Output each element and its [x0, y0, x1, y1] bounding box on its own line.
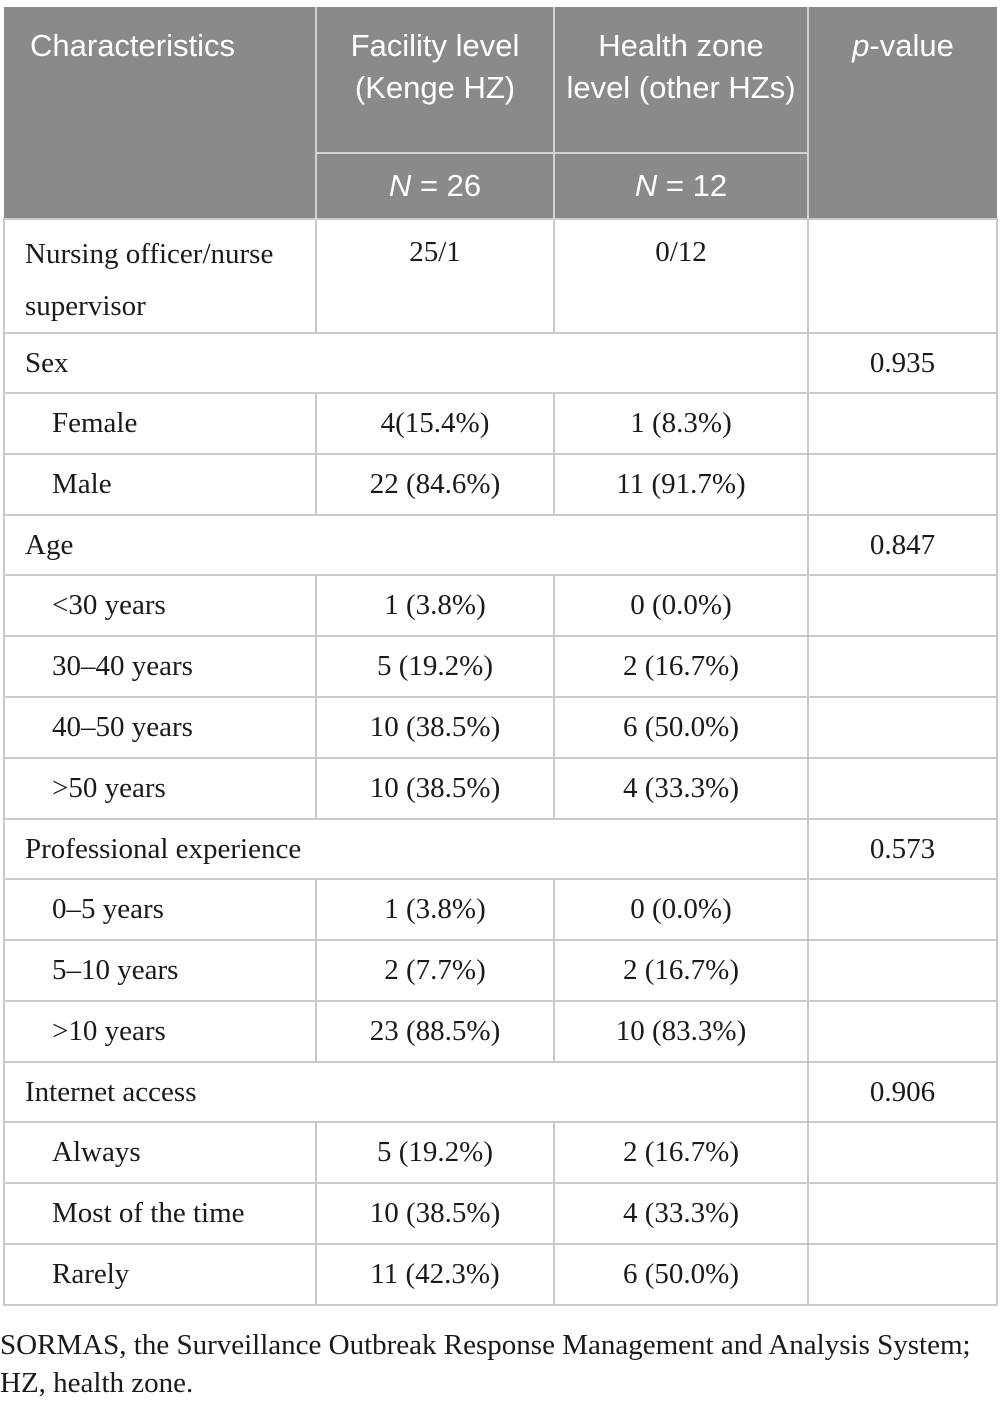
- pvalue-cell: [807, 878, 998, 941]
- pvalue-cell: 0.906: [807, 1061, 998, 1123]
- table-row: >10 years 23 (88.5%) 10 (83.3%): [3, 1000, 998, 1063]
- facility-value-cell: 5 (19.2%): [315, 1121, 555, 1184]
- header-row-labels: Characteristics Facility level (Kenge HZ…: [4, 7, 997, 219]
- healthzone-value-cell: 0/12: [553, 218, 809, 334]
- facility-value-cell: 23 (88.5%): [315, 1000, 555, 1063]
- row-label-cell: <30 years: [3, 574, 317, 637]
- pvalue-cell: 0.847: [807, 514, 998, 576]
- table-row: Age 0.847: [3, 514, 998, 576]
- table-footnote: SORMAS, the Surveillance Outbreak Respon…: [0, 1329, 971, 1399]
- table-row: Most of the time 10 (38.5%) 4 (33.3%): [3, 1182, 998, 1245]
- health-zone-n-count: N = 12: [553, 153, 808, 219]
- characteristics-table: Characteristics Facility level (Kenge HZ…: [3, 7, 998, 1306]
- pvalue-cell: [807, 1182, 998, 1245]
- row-label-cell: Internet access: [3, 1061, 809, 1123]
- facility-value-cell: 1 (3.8%): [315, 878, 555, 941]
- row-label-cell: 30–40 years: [3, 635, 317, 698]
- table-row: 0–5 years 1 (3.8%) 0 (0.0%): [3, 878, 998, 941]
- row-label-cell: >50 years: [3, 757, 317, 820]
- pvalue-cell: [807, 696, 998, 759]
- table-row: <30 years 1 (3.8%) 0 (0.0%): [3, 574, 998, 637]
- col-header-p-value: p-value: [807, 7, 997, 219]
- pvalue-cell: [807, 1243, 998, 1306]
- table-body: Nursing officer/nurse supervisor 25/1 0/12…: [3, 218, 998, 1306]
- table-row: 5–10 years 2 (7.7%) 2 (16.7%): [3, 939, 998, 1002]
- facility-value-cell: 25/1: [315, 218, 555, 334]
- row-label-cell: 0–5 years: [3, 878, 317, 941]
- healthzone-value-cell: 1 (8.3%): [553, 392, 809, 455]
- pvalue-cell: [807, 453, 998, 516]
- row-label-cell: Age: [3, 514, 809, 576]
- pvalue-cell: [807, 1000, 998, 1063]
- pvalue-cell: [807, 757, 998, 820]
- facility-value-cell: 4(15.4%): [315, 392, 555, 455]
- table-row: Professional experience 0.573: [3, 818, 998, 880]
- healthzone-value-cell: 0 (0.0%): [553, 878, 809, 941]
- healthzone-value-cell: 2 (16.7%): [553, 939, 809, 1002]
- healthzone-value-cell: 4 (33.3%): [553, 757, 809, 820]
- row-label-cell: Always: [3, 1121, 317, 1184]
- table-row: Internet access 0.906: [3, 1061, 998, 1123]
- table-row: 40–50 years 10 (38.5%) 6 (50.0%): [3, 696, 998, 759]
- table-row: Sex 0.935: [3, 332, 998, 394]
- table-row: >50 years 10 (38.5%) 4 (33.3%): [3, 757, 998, 820]
- pvalue-cell: [807, 218, 998, 334]
- row-label-cell: Male: [3, 453, 317, 516]
- facility-value-cell: 10 (38.5%): [315, 696, 555, 759]
- facility-value-cell: 5 (19.2%): [315, 635, 555, 698]
- pvalue-cell: 0.935: [807, 332, 998, 394]
- row-label-cell: Sex: [3, 332, 809, 394]
- facility-value-cell: 1 (3.8%): [315, 574, 555, 637]
- facility-n-count: N = 26: [315, 153, 554, 219]
- pvalue-cell: [807, 635, 998, 698]
- healthzone-value-cell: 0 (0.0%): [553, 574, 809, 637]
- row-label-cell: Professional experience: [3, 818, 809, 880]
- healthzone-value-cell: 6 (50.0%): [553, 1243, 809, 1306]
- pvalue-cell: [807, 939, 998, 1002]
- facility-value-cell: 2 (7.7%): [315, 939, 555, 1002]
- table-row: Nursing officer/nurse supervisor 25/1 0/12: [3, 218, 998, 334]
- row-label-cell: Female: [3, 392, 317, 455]
- pvalue-cell: [807, 1121, 998, 1184]
- row-label-cell: 5–10 years: [3, 939, 317, 1002]
- col-header-characteristics: Characteristics: [4, 7, 316, 219]
- header-row-counts: N = 26 N = 12: [4, 153, 997, 219]
- healthzone-value-cell: 4 (33.3%): [553, 1182, 809, 1245]
- pvalue-cell: 0.573: [807, 818, 998, 880]
- col-header-health-zone-level: Health zone level (other HZs): [553, 7, 808, 154]
- table-row: 30–40 years 5 (19.2%) 2 (16.7%): [3, 635, 998, 698]
- facility-value-cell: 10 (38.5%): [315, 1182, 555, 1245]
- pvalue-cell: [807, 574, 998, 637]
- table-row: Always 5 (19.2%) 2 (16.7%): [3, 1121, 998, 1184]
- healthzone-value-cell: 2 (16.7%): [553, 635, 809, 698]
- table-row: Male 22 (84.6%) 11 (91.7%): [3, 453, 998, 516]
- row-label-cell: Nursing officer/nurse supervisor: [3, 218, 317, 334]
- table-header: Characteristics Facility level (Kenge HZ…: [4, 7, 997, 219]
- table-row: Female 4(15.4%) 1 (8.3%): [3, 392, 998, 455]
- row-label-cell: 40–50 years: [3, 696, 317, 759]
- healthzone-value-cell: 2 (16.7%): [553, 1121, 809, 1184]
- row-label-cell: Rarely: [3, 1243, 317, 1306]
- row-label-cell: >10 years: [3, 1000, 317, 1063]
- facility-value-cell: 11 (42.3%): [315, 1243, 555, 1306]
- facility-value-cell: 22 (84.6%): [315, 453, 555, 516]
- col-header-facility-level: Facility level (Kenge HZ): [315, 7, 554, 154]
- row-label-cell: Most of the time: [3, 1182, 317, 1245]
- facility-value-cell: 10 (38.5%): [315, 757, 555, 820]
- table-row: Rarely 11 (42.3%) 6 (50.0%): [3, 1243, 998, 1306]
- pvalue-cell: [807, 392, 998, 455]
- healthzone-value-cell: 10 (83.3%): [553, 1000, 809, 1063]
- healthzone-value-cell: 11 (91.7%): [553, 453, 809, 516]
- healthzone-value-cell: 6 (50.0%): [553, 696, 809, 759]
